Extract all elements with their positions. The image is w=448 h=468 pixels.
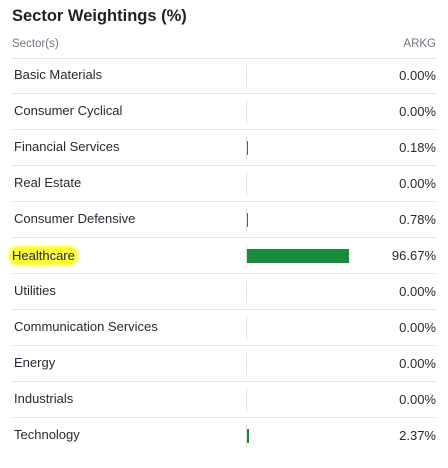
- weight-bar: [247, 249, 349, 263]
- weight-bar: [247, 429, 250, 443]
- bar-axis-line: [246, 209, 247, 231]
- bar-axis-line: [246, 389, 247, 411]
- table-row: Technology 2.37%: [12, 418, 436, 453]
- sector-table: Basic Materials 0.00% Consumer Cyclical 0.0…: [10, 58, 436, 453]
- table-row: Consumer Cyclical 0.00%: [12, 94, 436, 130]
- weight-value: 0.00%: [399, 320, 436, 335]
- table-header: Sector(s) ARKG: [12, 38, 436, 54]
- weight-value: 0.00%: [399, 284, 436, 299]
- bar-axis-line: [246, 65, 247, 87]
- sector-label: Consumer Defensive: [14, 211, 136, 226]
- section-title: Sector Weightings (%): [12, 7, 187, 25]
- weight-value: 0.00%: [399, 176, 436, 191]
- bar-axis-line: [246, 245, 247, 267]
- bar-axis-line: [246, 281, 247, 303]
- weight-value: 2.37%: [399, 428, 436, 443]
- weight-value: 0.00%: [399, 104, 436, 119]
- sector-label: Healthcare: [10, 247, 77, 265]
- sector-label: Energy: [14, 355, 56, 370]
- weight-bar-track: [247, 105, 352, 119]
- bar-axis-line: [246, 137, 247, 159]
- weight-bar-track: [247, 285, 352, 299]
- table-row: Basic Materials 0.00%: [12, 58, 436, 94]
- weight-bar-track: [247, 213, 352, 227]
- table-row: Energy 0.00%: [12, 346, 436, 382]
- table-row: Real Estate 0.00%: [12, 166, 436, 202]
- weight-bar-track: [247, 141, 352, 155]
- weight-bar-track: [247, 429, 352, 443]
- weight-value: 0.00%: [399, 68, 436, 83]
- weight-bar-track: [247, 249, 352, 263]
- sector-label: Communication Services: [14, 319, 158, 334]
- bar-axis-line: [246, 317, 247, 339]
- sector-label: Industrials: [14, 391, 74, 406]
- weight-value: 96.67%: [391, 248, 436, 263]
- bar-axis-line: [246, 353, 247, 375]
- table-row: Communication Services 0.00%: [12, 310, 436, 346]
- sector-label: Technology: [14, 427, 80, 442]
- weight-bar-track: [247, 321, 352, 335]
- weight-bar-track: [247, 177, 352, 191]
- weight-value: 0.00%: [399, 356, 436, 371]
- weight-value: 0.18%: [399, 140, 436, 155]
- sector-label: Financial Services: [14, 139, 120, 154]
- bar-axis-line: [246, 101, 247, 123]
- table-row: Utilities 0.00%: [12, 274, 436, 310]
- header-divider: [12, 58, 436, 59]
- sector-label: Real Estate: [14, 175, 82, 190]
- sector-label: Consumer Cyclical: [14, 103, 123, 118]
- fund-column-header: ARKG: [403, 38, 436, 50]
- weight-value: 0.00%: [399, 392, 436, 407]
- bar-axis-line: [246, 173, 247, 195]
- table-row: Industrials 0.00%: [12, 382, 436, 418]
- sector-label: Utilities: [14, 283, 56, 298]
- bar-axis-line: [246, 425, 247, 447]
- table-row: Healthcare 96.67%: [10, 238, 436, 274]
- weight-bar-track: [247, 69, 352, 83]
- sector-column-header: Sector(s): [12, 38, 59, 50]
- table-row: Financial Services 0.18%: [12, 130, 436, 166]
- weight-bar: [247, 213, 248, 227]
- weight-value: 0.78%: [399, 212, 436, 227]
- sector-label: Basic Materials: [14, 67, 103, 82]
- weight-bar-track: [247, 393, 352, 407]
- table-row: Consumer Defensive 0.78%: [12, 202, 436, 238]
- weight-bar-track: [247, 357, 352, 371]
